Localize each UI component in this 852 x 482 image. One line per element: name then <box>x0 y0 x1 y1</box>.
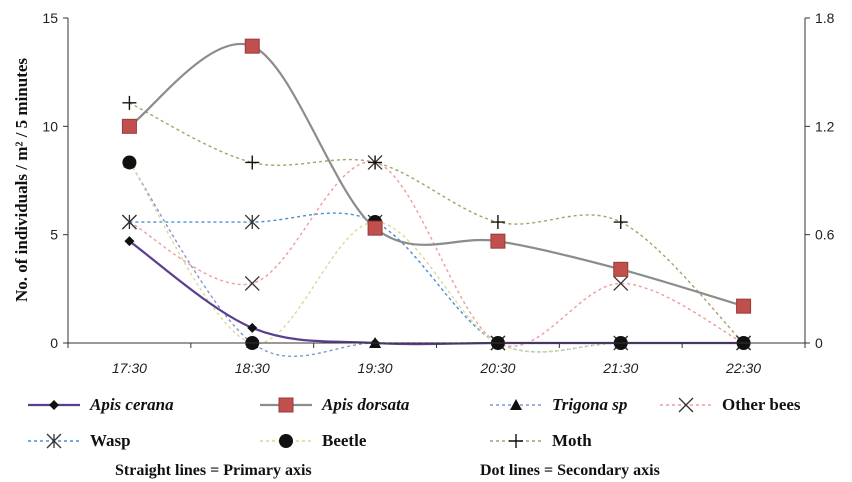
primary-tick-label: 15 <box>42 10 58 26</box>
data-point-moth <box>613 215 628 230</box>
data-point-other-bees <box>613 275 629 291</box>
legend-marker-trigona-sp <box>510 399 522 410</box>
legend-label-trigona-sp: Trigona sp <box>552 395 627 414</box>
data-point-apis-dorsata <box>613 261 629 277</box>
x-tick-label: 19:30 <box>358 360 393 376</box>
primary-tick-label: 0 <box>50 335 58 351</box>
primary-tick-label: 10 <box>42 118 58 134</box>
series-line-apis-cerana <box>128 240 744 346</box>
data-point-apis-dorsata <box>244 38 260 54</box>
data-point-apis-dorsata <box>367 220 383 236</box>
legend-item-apis-dorsata: Apis dorsata <box>260 395 410 414</box>
data-point-wasp <box>121 214 137 230</box>
legend-label-beetle: Beetle <box>322 431 367 450</box>
note-primary-axis: Straight lines = Primary axis <box>115 462 312 479</box>
x-tick-label: 18:30 <box>235 360 270 376</box>
legend-item-beetle: Beetle <box>260 431 367 450</box>
legend-label-apis-cerana: Apis cerana <box>89 395 174 414</box>
legend-marker-wasp <box>46 433 62 449</box>
series-line-trigona-sp <box>128 162 744 358</box>
secondary-tick-label: 0.6 <box>815 227 835 243</box>
x-tick-label: 21:30 <box>602 360 638 376</box>
note-secondary-axis: Dot lines = Secondary axis <box>480 462 660 479</box>
legend-marker-other-bees <box>678 397 694 413</box>
legend-marker-beetle <box>279 434 293 448</box>
data-point-wasp <box>244 214 260 230</box>
legend-label-apis-dorsata: Apis dorsata <box>321 395 410 414</box>
legend-label-other-bees: Other bees <box>722 395 801 414</box>
legend-label-wasp: Wasp <box>90 431 131 450</box>
legend-item-trigona-sp: Trigona sp <box>490 395 627 414</box>
data-point-moth <box>245 155 260 170</box>
secondary-tick-label: 0 <box>815 335 823 351</box>
legend-label-moth: Moth <box>552 431 592 450</box>
x-tick-label: 22:30 <box>725 360 761 376</box>
legend-item-apis-cerana: Apis cerana <box>28 395 174 414</box>
series-line-wasp <box>129 212 744 353</box>
y-axis-label: No. of individuals / m² / 5 minutes <box>12 58 31 302</box>
data-point-moth <box>368 155 383 170</box>
legend-marker-apis-cerana <box>49 400 59 410</box>
series-line-apis-dorsata <box>128 42 744 308</box>
legend-item-wasp: Wasp <box>28 431 131 450</box>
series-line-beetle <box>128 162 744 353</box>
data-point-other-bees <box>244 275 260 291</box>
data-point-moth <box>122 95 137 110</box>
axes: 0 5 10 15 0 0.6 1.2 1.8 17:30 18:30 19:30 20:30 21:3… <box>42 10 834 376</box>
series-line-moth <box>129 102 745 344</box>
plot-area <box>121 38 752 358</box>
data-point-apis-dorsata <box>490 233 506 249</box>
data-point-apis-dorsata <box>736 298 752 314</box>
secondary-tick-label: 1.8 <box>815 10 835 26</box>
data-point-apis-cerana <box>124 236 135 247</box>
data-point-apis-dorsata <box>121 118 137 134</box>
series-line-other-bees <box>129 161 744 347</box>
legend-marker-moth <box>509 434 523 448</box>
x-tick-label: 20:30 <box>479 360 515 376</box>
legend: Apis cerana Apis dorsata Trigona sp Other b… <box>28 395 801 450</box>
legend-item-moth: Moth <box>490 431 592 450</box>
legend-marker-apis-dorsata <box>278 397 294 413</box>
data-point-moth <box>490 215 505 230</box>
secondary-tick-label: 1.2 <box>815 118 835 134</box>
legend-item-other-bees: Other bees <box>660 395 801 414</box>
x-tick-label: 17:30 <box>112 360 147 376</box>
data-point-beetle <box>122 155 137 170</box>
data-point-apis-cerana <box>247 322 258 333</box>
primary-tick-label: 5 <box>50 227 58 243</box>
